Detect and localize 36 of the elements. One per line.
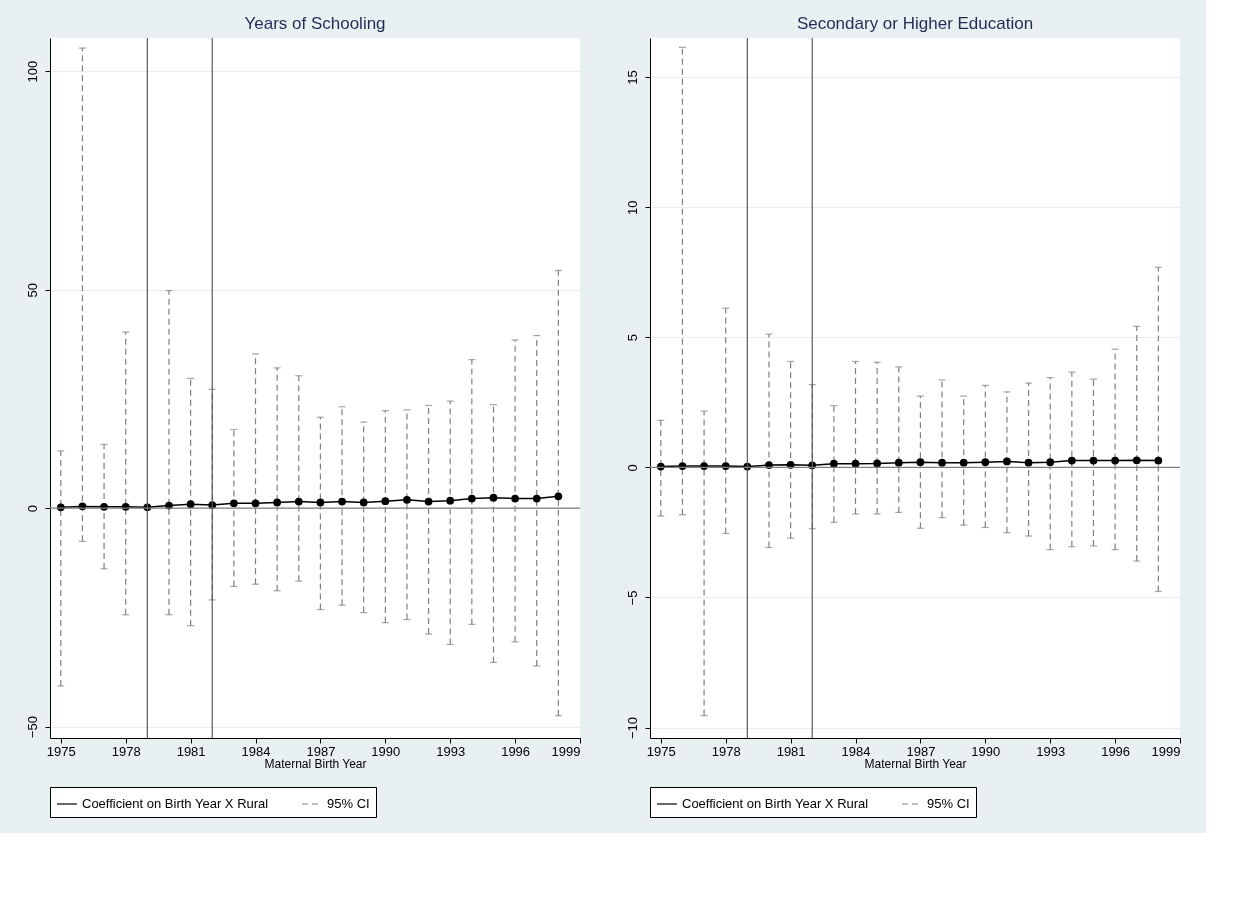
legend-label: Coefficient on Birth Year X Rural bbox=[82, 796, 269, 811]
y-tick-label: −10 bbox=[624, 717, 640, 740]
x-tick-label: 1996 bbox=[501, 743, 531, 759]
y-tick-label: 100 bbox=[24, 60, 40, 83]
x-tick-label: 1990 bbox=[971, 743, 1001, 759]
x-tick-label: 1984 bbox=[241, 743, 271, 759]
chart-title: Secondary or Higher Education bbox=[796, 14, 1034, 34]
y-tick-label: −5 bbox=[624, 590, 640, 606]
x-tick-label: 1993 bbox=[1036, 743, 1066, 759]
x-tick-label: 1981 bbox=[176, 743, 206, 759]
y-tick-label: 50 bbox=[24, 282, 40, 298]
y-tick-label: 0 bbox=[624, 464, 640, 472]
legend-label: Coefficient on Birth Year X Rural bbox=[682, 796, 869, 811]
x-tick-label: 1993 bbox=[436, 743, 466, 759]
x-tick-label: 1987 bbox=[306, 743, 336, 759]
y-tick-label: 0 bbox=[24, 505, 40, 513]
x-tick-label: 1999 bbox=[551, 743, 581, 759]
x-tick-label: 1975 bbox=[646, 743, 676, 759]
x-tick-label: 1996 bbox=[1101, 743, 1131, 759]
x-tick-label: 1978 bbox=[711, 743, 741, 759]
chart-title: Years of Schooling bbox=[244, 14, 386, 34]
text: 95% CI bbox=[327, 796, 370, 811]
y-tick-label: 5 bbox=[624, 334, 640, 342]
x-tick-label: 1975 bbox=[46, 743, 76, 759]
text: 95% CI bbox=[927, 796, 970, 811]
x-tick-label: 1978 bbox=[111, 743, 141, 759]
x-axis-title: Maternal Birth Year bbox=[864, 756, 967, 771]
x-tick-label: 1987 bbox=[906, 743, 936, 759]
x-tick-label: 1990 bbox=[371, 743, 401, 759]
x-tick-label: 1981 bbox=[776, 743, 806, 759]
x-axis-title: Maternal Birth Year bbox=[264, 756, 367, 771]
y-tick-label: −50 bbox=[24, 716, 40, 739]
y-tick-label: 15 bbox=[624, 70, 640, 85]
x-tick-label: 1999 bbox=[1151, 743, 1181, 759]
y-tick-label: 10 bbox=[624, 200, 640, 215]
x-tick-label: 1984 bbox=[841, 743, 871, 759]
